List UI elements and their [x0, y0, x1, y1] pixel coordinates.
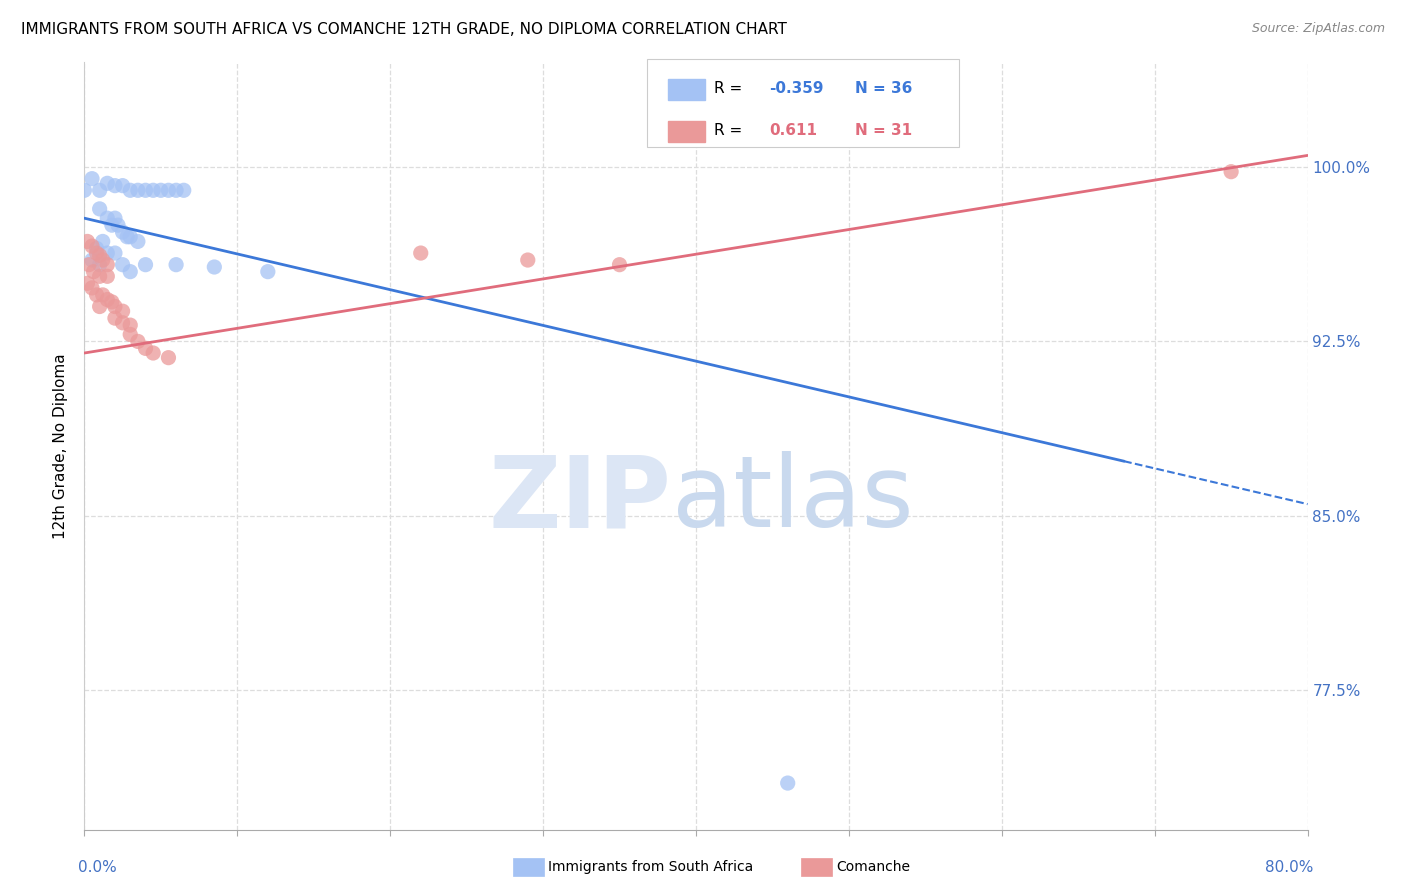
Point — [120, 183, 142, 197]
Text: ZIP: ZIP — [489, 451, 672, 549]
Point — [111, 304, 134, 318]
Point — [96, 211, 118, 226]
Point — [165, 183, 187, 197]
Point — [101, 294, 124, 309]
Point — [76, 235, 98, 249]
Y-axis label: 12th Grade, No Diploma: 12th Grade, No Diploma — [53, 353, 69, 539]
Text: -0.359: -0.359 — [769, 80, 824, 95]
Point — [120, 318, 142, 332]
Point — [86, 246, 108, 260]
Text: R =: R = — [714, 80, 748, 95]
Point — [157, 351, 180, 365]
Point — [104, 178, 127, 193]
Point — [76, 277, 98, 291]
Text: R =: R = — [714, 122, 748, 137]
Point — [142, 346, 165, 360]
Point — [89, 183, 111, 197]
Point — [257, 265, 280, 279]
Point — [135, 258, 157, 272]
Text: 0.0%: 0.0% — [79, 860, 117, 875]
Point — [516, 253, 538, 268]
Point — [89, 300, 111, 314]
Point — [104, 246, 127, 260]
Point — [127, 334, 149, 349]
Point — [111, 178, 134, 193]
Point — [91, 288, 114, 302]
Text: IMMIGRANTS FROM SOUTH AFRICA VS COMANCHE 12TH GRADE, NO DIPLOMA CORRELATION CHAR: IMMIGRANTS FROM SOUTH AFRICA VS COMANCHE… — [21, 22, 787, 37]
Text: Comanche: Comanche — [837, 860, 911, 874]
Point — [120, 265, 142, 279]
Point — [120, 327, 142, 342]
Text: Immigrants from South Africa: Immigrants from South Africa — [548, 860, 754, 874]
Point — [111, 258, 134, 272]
Point — [86, 241, 108, 255]
Point — [157, 183, 180, 197]
Text: atlas: atlas — [672, 451, 912, 549]
Text: N = 36: N = 36 — [855, 80, 912, 95]
Point — [135, 183, 157, 197]
Point — [83, 265, 105, 279]
Point — [104, 300, 127, 314]
Point — [89, 258, 111, 272]
Text: 0.611: 0.611 — [769, 122, 817, 137]
Point — [120, 229, 142, 244]
Text: N = 31: N = 31 — [855, 122, 912, 137]
Point — [776, 776, 799, 790]
Point — [80, 281, 103, 295]
Point — [104, 311, 127, 326]
FancyBboxPatch shape — [647, 59, 959, 147]
Point — [149, 183, 172, 197]
Point — [91, 253, 114, 268]
Point — [104, 211, 127, 226]
Point — [142, 183, 165, 197]
Bar — [668, 121, 704, 142]
Point — [107, 218, 129, 232]
Text: 80.0%: 80.0% — [1265, 860, 1313, 875]
Point — [77, 258, 100, 272]
Text: Source: ZipAtlas.com: Source: ZipAtlas.com — [1251, 22, 1385, 36]
Point — [1220, 164, 1243, 178]
Point — [101, 218, 124, 232]
Point — [86, 288, 108, 302]
Point — [127, 183, 149, 197]
Point — [409, 246, 432, 260]
Point — [91, 235, 114, 249]
Point — [96, 293, 118, 307]
Point — [135, 342, 157, 356]
Point — [89, 269, 111, 284]
Point — [115, 229, 138, 244]
Point — [80, 239, 103, 253]
Point — [165, 258, 187, 272]
Point — [111, 316, 134, 330]
Point — [111, 225, 134, 239]
Point — [96, 177, 118, 191]
Point — [173, 183, 195, 197]
Point — [202, 260, 225, 274]
Point — [80, 253, 103, 268]
Point — [96, 246, 118, 260]
Point — [89, 248, 111, 262]
Point — [609, 258, 631, 272]
Point — [73, 183, 96, 197]
Bar — [668, 79, 704, 100]
Point — [96, 258, 118, 272]
Point — [127, 235, 149, 249]
Point — [80, 171, 103, 186]
Point — [96, 269, 118, 284]
Point — [89, 202, 111, 216]
